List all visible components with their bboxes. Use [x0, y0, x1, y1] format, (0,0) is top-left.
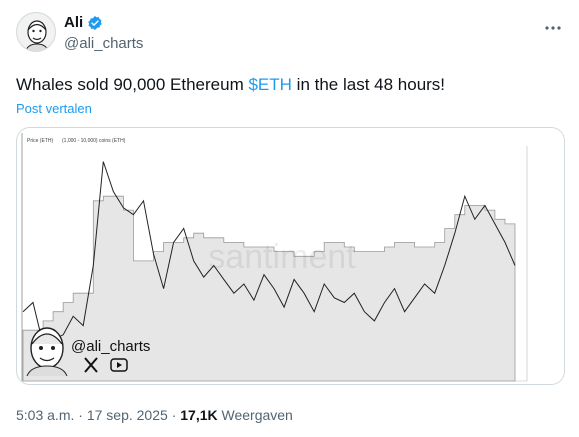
- verified-badge-icon: [88, 15, 102, 30]
- price-line-series: [22, 161, 516, 345]
- legend-supply: (1,000 - 10,000) coins (ETH): [62, 138, 126, 144]
- tweet-meta: 5:03 a.m. · 17 sep. 2025 · 17,1K Weergav…: [16, 407, 293, 423]
- overlay-handle: @ali_charts: [71, 338, 150, 355]
- supply-area-series: [22, 195, 516, 382]
- views-label: Weergaven: [221, 407, 293, 423]
- views-count: 17,1K: [180, 407, 218, 423]
- tweet-time[interactable]: 5:03 a.m.: [16, 407, 75, 423]
- handle[interactable]: @ali_charts: [64, 35, 144, 52]
- tweet-date[interactable]: 17 sep. 2025: [86, 407, 168, 423]
- display-name[interactable]: Ali: [64, 14, 84, 31]
- meta-separator: ·: [78, 407, 83, 423]
- chart: Price (ETH) (1,000 - 10,000) coins (ETH)…: [17, 128, 564, 384]
- tweet-text-before: Whales sold 90,000 Ethereum: [16, 75, 249, 94]
- overlay-avatar-icon: [26, 327, 68, 377]
- youtube-icon: [110, 358, 128, 372]
- more-options-icon[interactable]: [545, 22, 561, 30]
- avatar[interactable]: [16, 12, 56, 52]
- watermark: santiment: [208, 238, 356, 276]
- tweet-text: Whales sold 90,000 Ethereum $ETH in the …: [16, 74, 445, 96]
- x-logo-icon: [84, 357, 98, 373]
- media-image[interactable]: Price (ETH) (1,000 - 10,000) coins (ETH)…: [16, 127, 565, 385]
- watermark-overlay: @ali_charts: [26, 327, 150, 377]
- meta-separator-2: ·: [171, 407, 177, 423]
- translate-link[interactable]: Post vertalen: [16, 101, 92, 116]
- legend-price: Price (ETH): [27, 138, 53, 144]
- avatar-icon: [25, 20, 49, 51]
- tweet-text-after: in the last 48 hours!: [291, 75, 446, 94]
- name-row: Ali: [64, 14, 103, 31]
- cashtag-link[interactable]: $ETH: [248, 75, 292, 94]
- tweet-header: Ali @ali_charts: [16, 12, 563, 60]
